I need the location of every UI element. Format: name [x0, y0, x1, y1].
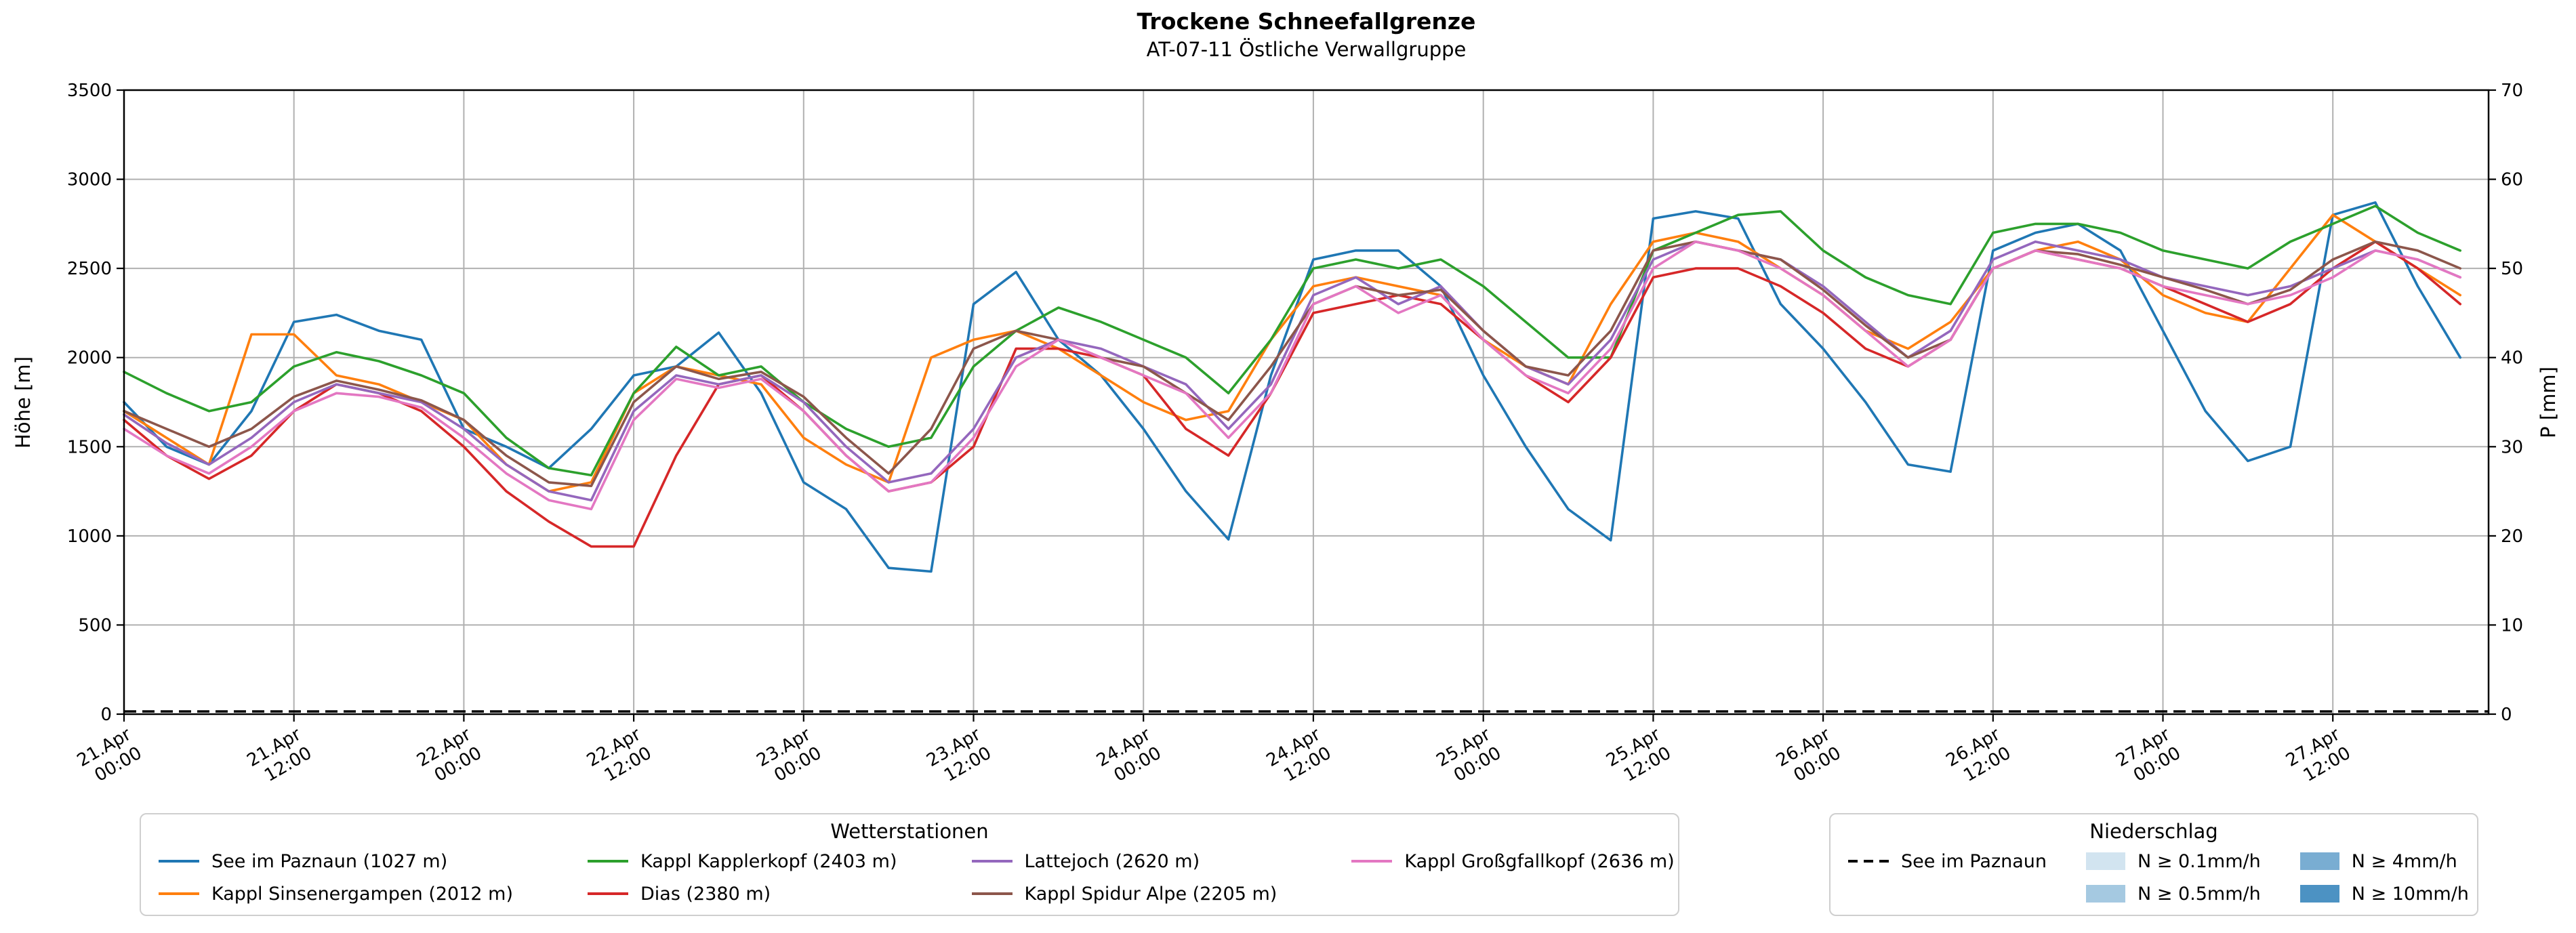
svg-text:21.Apr12:00: 21.Apr12:00 [243, 724, 315, 790]
x-tick-labels: 21.Apr00:00 21.Apr12:00 22.Apr00:00 22.Apr1… [74, 724, 2354, 790]
legend-entry-label: Kappl Sinsenergampen (2012 m) [211, 883, 514, 905]
legend-line-swatch [971, 860, 1013, 863]
svg-text:50: 50 [2501, 259, 2523, 279]
legend-entry-label: N ≥ 0.1mm/h [2138, 850, 2261, 872]
series-line-lattejoch-2620-m [123, 240, 2461, 502]
svg-text:24.Apr12:00: 24.Apr12:00 [1263, 724, 1335, 790]
legend-dashed-line-swatch [1848, 860, 1889, 863]
svg-text:3000: 3000 [67, 170, 112, 190]
svg-text:0: 0 [100, 705, 112, 725]
legend-entry: Kappl Spidur Alpe (2205 m) [971, 881, 1277, 907]
legend-entry-label: Kappl Spidur Alpe (2205 m) [1024, 883, 1277, 905]
legend-entry-label: N ≥ 10mm/h [2351, 883, 2469, 905]
precipitation-legend-title: Niederschlag [2089, 820, 2218, 843]
legend-entry: Dias (2380 m) [588, 881, 897, 907]
svg-text:2000: 2000 [67, 348, 112, 369]
legend-entry: Kappl Sinsenergampen (2012 m) [159, 881, 513, 907]
grid-lines [123, 89, 2489, 715]
legend-patch-swatch [2299, 885, 2339, 903]
y-axis-label-left: Höhe [m] [12, 356, 35, 449]
legend-entry: Kappl Großgfallkopf (2636 m) [1351, 848, 1675, 874]
legend-column: Kappl Großgfallkopf (2636 m) [1351, 848, 1675, 874]
legend-patch-swatch [2086, 852, 2125, 870]
legend-entry-label: N ≥ 4mm/h [2351, 850, 2457, 872]
legend-line-swatch [1351, 860, 1393, 863]
plot-border [123, 89, 2490, 716]
legend-column: Kappl Kapplerkopf (2403 m) Dias (2380 m) [588, 848, 897, 907]
y-tick-labels-left: 0 500 1000 1500 2000 2500 3000 3500 [67, 81, 112, 725]
legend-entry-label: Dias (2380 m) [640, 883, 771, 905]
series-line-see-im-paznaun-1027-m [123, 201, 2461, 573]
svg-text:21.Apr00:00: 21.Apr00:00 [74, 724, 146, 790]
legend-entry: N ≥ 0.1mm/h [2086, 848, 2261, 874]
svg-text:30: 30 [2501, 437, 2523, 457]
chart-subtitle: AT-07-11 Östliche Verwallgruppe [1146, 38, 1467, 61]
stations-legend-title: Wetterstationen [830, 820, 989, 843]
series-line-kappl-gro-gfallkopf-2636-m [123, 240, 2461, 511]
svg-text:25.Apr00:00: 25.Apr00:00 [1433, 724, 1505, 790]
svg-text:60: 60 [2501, 170, 2523, 190]
legend-patch-swatch [2299, 852, 2339, 870]
legend-entry: N ≥ 10mm/h [2299, 881, 2469, 907]
svg-text:26.Apr12:00: 26.Apr12:00 [1943, 724, 2015, 790]
legend-column: Lattejoch (2620 m) Kappl Spidur Alpe (220… [971, 848, 1277, 907]
legend-column: N ≥ 4mm/h N ≥ 10mm/h [2299, 848, 2469, 907]
legend-line-swatch [971, 892, 1013, 895]
legend-entry: See im Paznaun [1848, 848, 2047, 874]
series-line-kappl-kapplerkopf-2403-m [123, 205, 2461, 477]
legend-patch-swatch [2086, 885, 2125, 903]
series-line-dias-2380-m [123, 240, 2461, 548]
svg-text:40: 40 [2501, 348, 2523, 369]
svg-text:10: 10 [2501, 615, 2523, 636]
legend-line-swatch [588, 892, 629, 895]
svg-text:22.Apr00:00: 22.Apr00:00 [413, 724, 485, 790]
legend-entry-label: See im Paznaun [1901, 850, 2047, 872]
legend-column: See im Paznaun [1848, 848, 2047, 874]
svg-text:25.Apr12:00: 25.Apr12:00 [1603, 724, 1675, 790]
svg-text:27.Apr00:00: 27.Apr00:00 [2112, 724, 2184, 790]
legend-entry: See im Paznaun (1027 m) [159, 848, 513, 874]
svg-text:20: 20 [2501, 526, 2523, 547]
legend-column: See im Paznaun (1027 m) Kappl Sinsenergam… [159, 848, 513, 907]
svg-text:23.Apr00:00: 23.Apr00:00 [754, 724, 825, 790]
svg-text:3500: 3500 [67, 81, 112, 101]
svg-text:23.Apr12:00: 23.Apr12:00 [923, 724, 995, 790]
legend-entry: N ≥ 4mm/h [2299, 848, 2469, 874]
svg-text:24.Apr00:00: 24.Apr00:00 [1093, 724, 1165, 790]
svg-text:27.Apr12:00: 27.Apr12:00 [2283, 724, 2354, 790]
legend-entry-label: Kappl Großgfallkopf (2636 m) [1404, 850, 1675, 872]
series-line-kappl-spidur-alpe-2205-m [123, 240, 2461, 488]
precipitation-legend-columns: See im Paznaun N ≥ 0.1mm/h N ≥ 0.5mm/h N ≥ … [1848, 848, 2469, 907]
svg-text:1000: 1000 [67, 526, 112, 547]
axis-ticks [117, 89, 2496, 722]
legend-line-swatch [159, 860, 199, 863]
legend-entry-label: Lattejoch (2620 m) [1024, 850, 1200, 872]
svg-text:1500: 1500 [67, 437, 112, 457]
svg-text:70: 70 [2501, 81, 2523, 101]
legend-line-swatch [588, 860, 629, 863]
legend-entry-label: Kappl Kapplerkopf (2403 m) [640, 850, 897, 872]
precipitation-legend: Niederschlag See im Paznaun N ≥ 0.1mm/h N … [1829, 813, 2478, 916]
svg-text:0: 0 [2501, 705, 2512, 725]
legend-entry-label: N ≥ 0.5mm/h [2138, 883, 2261, 905]
y-tick-labels-right: 0 10 20 30 40 50 60 70 [2501, 81, 2523, 725]
stations-legend-columns: See im Paznaun (1027 m) Kappl Sinsenergam… [159, 848, 1675, 907]
legend-column: N ≥ 0.1mm/h N ≥ 0.5mm/h [2086, 848, 2261, 907]
stations-legend: Wetterstationen See im Paznaun (1027 m) K… [140, 813, 1679, 916]
y-axis-label-right: P [mm] [2537, 367, 2560, 438]
svg-text:22.Apr12:00: 22.Apr12:00 [584, 724, 655, 790]
legend-entry-label: See im Paznaun (1027 m) [211, 850, 448, 872]
legend-entry: Kappl Kapplerkopf (2403 m) [588, 848, 897, 874]
chart-title: Trockene Schneefallgrenze [1137, 8, 1476, 35]
svg-text:26.Apr00:00: 26.Apr00:00 [1773, 724, 1845, 790]
legend-entry: N ≥ 0.5mm/h [2086, 881, 2261, 907]
legend-entry: Lattejoch (2620 m) [971, 848, 1277, 874]
legend-line-swatch [159, 892, 199, 895]
svg-text:500: 500 [78, 615, 112, 636]
svg-text:2500: 2500 [67, 259, 112, 279]
